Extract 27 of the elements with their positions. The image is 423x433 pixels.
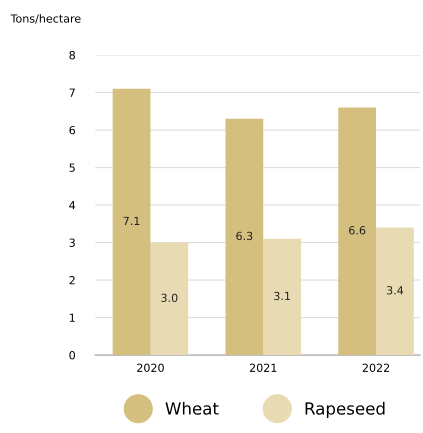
data-label: 6.6 <box>349 226 366 235</box>
data-label: 3.4 <box>386 286 404 295</box>
y-tick-label: 5 <box>70 164 75 172</box>
y-tick-label: 1 <box>70 314 75 322</box>
x-tick-label: 2022 <box>362 364 390 372</box>
y-tick-label: 3 <box>70 238 75 247</box>
data-label: 7.1 <box>124 216 140 225</box>
data-label: 3.0 <box>161 294 178 302</box>
y-tick-label: 6 <box>69 126 76 134</box>
bar <box>112 88 150 356</box>
y-tick-label: 7 <box>70 88 75 97</box>
y-tick-label: 2 <box>69 276 75 284</box>
data-label: 6.3 <box>236 232 252 240</box>
legend-label: Rapeseed <box>306 402 384 418</box>
legend-label: Wheat <box>165 402 219 415</box>
bar <box>225 118 264 356</box>
y-tick-label: 0 <box>69 351 75 360</box>
y-axis-title: Tons/hectare <box>10 14 81 24</box>
bar <box>263 238 302 356</box>
y-tick-label: 8 <box>69 50 75 60</box>
x-tick-label: 2021 <box>250 364 276 372</box>
x-tick-label: 2020 <box>137 364 164 372</box>
bar <box>150 242 188 356</box>
y-tick-label: 4 <box>69 201 76 210</box>
data-label: 3.1 <box>274 292 290 300</box>
bar <box>376 228 414 356</box>
bar <box>338 108 376 356</box>
